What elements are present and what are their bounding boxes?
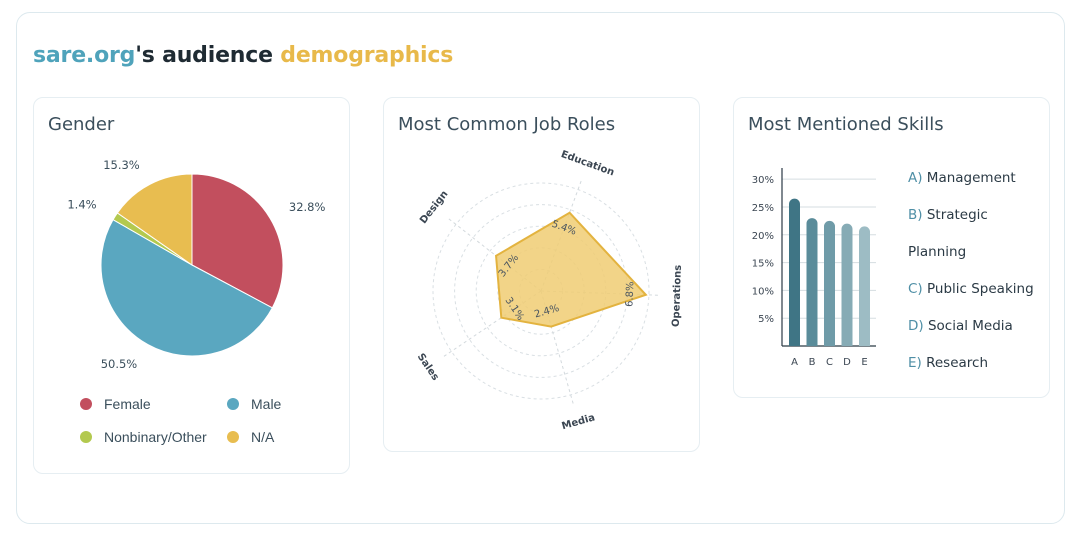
radar-axis-label-media: Media <box>561 412 597 432</box>
y-tick-label-20: 20% <box>752 231 774 242</box>
job-roles-card-title: Most Common Job Roles <box>398 114 616 135</box>
skill-letter: A) <box>908 170 927 186</box>
legend-dot-male <box>227 398 239 410</box>
legend-label-male: Male <box>251 396 282 412</box>
legend-dot-nonbinary-other <box>80 431 92 443</box>
pie-label-nonbinary-other: 1.4% <box>67 197 96 211</box>
gender-card-title: Gender <box>48 114 115 135</box>
skills-legend: A) Management B) Strategic Planning C) Publ… <box>908 160 1048 382</box>
y-tick-label-15: 15% <box>752 259 774 270</box>
skill-name: Public Speaking <box>926 281 1034 297</box>
skill-name: Strategic <box>926 207 988 223</box>
legend-label-female: Female <box>104 396 151 412</box>
y-tick-label-5: 5% <box>758 314 774 325</box>
radar-value-label-operations: 6.8% <box>624 281 636 307</box>
skill-legend-item-2: B) Strategic <box>908 197 1048 234</box>
skill-legend-item-6: E) Research <box>908 345 1048 382</box>
skills-card-title: Most Mentioned Skills <box>748 114 944 135</box>
radar-area <box>494 211 648 328</box>
title-middle: 's audience <box>135 43 281 68</box>
title-site: sare.org <box>33 43 136 68</box>
job-roles-radar-chart: Education5.4%Operations6.8%Media2.4%Sale… <box>415 149 684 432</box>
y-tick-label-30: 30% <box>752 175 774 186</box>
bar-e <box>859 226 870 346</box>
bar-b <box>806 218 818 346</box>
legend-dot-n-a <box>227 431 239 443</box>
radar-axis-label-education: Education <box>559 149 615 179</box>
skill-letter: D) <box>908 318 928 334</box>
gender-pie-chart: 32.8% 50.5% 1.4% 15.3% <box>67 158 326 371</box>
legend-label-nonbinary-other: Nonbinary/Other <box>104 429 207 445</box>
legend-item-male: Male <box>227 396 281 412</box>
skill-name: Social Media <box>927 318 1013 334</box>
x-tick-label-e: E <box>861 357 867 368</box>
skill-name: Planning <box>908 244 967 260</box>
radar-grid-ring-5 <box>432 182 650 400</box>
x-tick-label-a: A <box>791 357 798 368</box>
legend-label-n-a: N/A <box>251 429 275 445</box>
legend-dot-female <box>80 398 92 410</box>
bar-a <box>789 198 800 346</box>
legend-item-n-a: N/A <box>227 429 274 445</box>
skill-legend-item-1: A) Management <box>908 160 1048 197</box>
skill-legend-item-5: D) Social Media <box>908 308 1048 345</box>
pie-label-male: 50.5% <box>101 357 138 371</box>
legend-item-nonbinary-other: Nonbinary/Other <box>80 429 207 445</box>
gender-card: Gender 32.8% 50.5% 1.4% 15.3% Female Male Non… <box>33 97 350 474</box>
skill-legend-item-3: Planning <box>908 234 1048 271</box>
skill-letter: C) <box>908 281 927 297</box>
y-tick-label-10: 10% <box>752 286 774 297</box>
pie-label-female: 32.8% <box>289 200 326 214</box>
x-tick-label-b: B <box>809 357 816 368</box>
skill-letter: B) <box>908 207 927 223</box>
skills-card: Most Mentioned Skills 5% 10% 15% 20% 25% 30% A… <box>733 97 1050 398</box>
bar-c <box>824 220 835 346</box>
pie-slice-female <box>191 173 284 309</box>
skill-letter: E) <box>908 355 927 371</box>
legend-item-female: Female <box>80 396 151 412</box>
bar-d <box>841 223 853 346</box>
pie-slice-n-a <box>116 173 193 266</box>
x-tick-label-c: C <box>826 357 833 368</box>
pie-slice-male <box>100 218 273 357</box>
radar-axis-label-sales: Sales <box>415 352 441 383</box>
title-accent: demographics <box>280 43 454 68</box>
skills-bar-chart: 5% 10% 15% 20% 25% 30% A B C D E <box>752 168 876 368</box>
pie-label-n-a: 15.3% <box>103 158 140 172</box>
page-title: sare.org's audience demographics <box>33 43 453 68</box>
radar-axis-label-operations: Operations <box>671 265 684 328</box>
skill-name: Research <box>926 355 989 371</box>
skill-legend-item-4: C) Public Speaking <box>908 271 1048 308</box>
x-tick-label-d: D <box>843 357 851 368</box>
skill-name: Management <box>926 170 1016 186</box>
job-roles-card: Most Common Job Roles Education 5.4% Opera… <box>383 97 700 452</box>
y-tick-label-25: 25% <box>752 203 774 214</box>
radar-axis-label-design: Design <box>418 189 451 226</box>
